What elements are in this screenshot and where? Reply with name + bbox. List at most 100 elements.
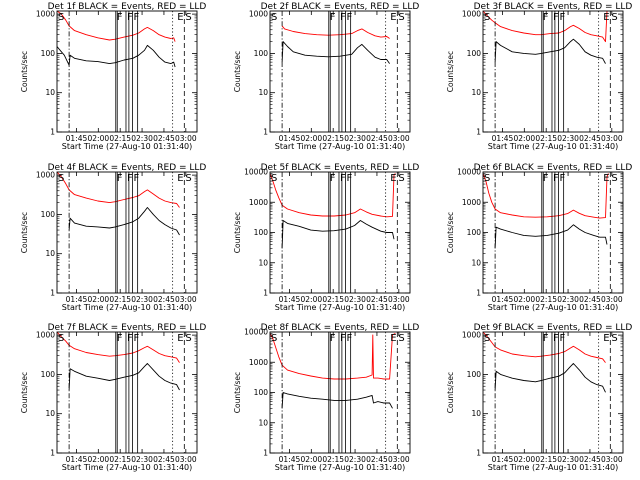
event-marker-label: F (553, 173, 559, 184)
event-rate-line (68, 363, 180, 391)
x-tick-label: 01:45 (492, 295, 514, 304)
x-tick-label: 02:45 (366, 455, 388, 464)
x-tick-label: 03:00 (388, 455, 410, 464)
y-tick-label: 100 (467, 228, 482, 237)
plot-frame (269, 10, 411, 133)
event-marker-label: S (611, 173, 617, 184)
panel-title: Det 5f BLACK = Events, RED = LLD (261, 163, 420, 173)
x-tick-label: 02:30 (557, 295, 579, 304)
panel-title: Det 9f BLACK = Events, RED = LLD (474, 323, 633, 333)
y-tick-label: 1 (476, 128, 481, 137)
y-tick-label: 10 (258, 418, 268, 427)
lld-rate-line (57, 332, 180, 363)
y-axis-label: Counts/sec (20, 372, 29, 413)
event-marker-label: S (271, 173, 277, 184)
x-tick-label: 02:30 (131, 134, 153, 143)
event-marker-label: S (611, 333, 617, 344)
event-marker-label: F (347, 333, 353, 344)
event-marker-label: F (340, 333, 346, 344)
x-tick-label: 01:45 (66, 455, 88, 464)
x-tick-label: 02:15 (109, 134, 131, 143)
x-tick-label: 03:00 (388, 295, 410, 304)
x-tick-label: 01:45 (279, 455, 301, 464)
event-marker-label: F (117, 173, 123, 184)
y-tick-label: 10 (471, 409, 481, 418)
y-tick-label: 1000 (36, 10, 55, 19)
lld-rate-line (57, 172, 180, 208)
y-tick-label: 1 (50, 449, 55, 458)
y-tick-label: 10 (471, 88, 481, 97)
series-group (483, 173, 609, 249)
x-tick-label: 02:45 (153, 295, 175, 304)
x-tick-label: 02:30 (344, 455, 366, 464)
y-tick-label: 1000 (249, 10, 268, 19)
event-marker-label: F (347, 12, 353, 23)
y-tick-label: 1 (50, 128, 55, 137)
panel-title: Det 1f BLACK = Events, RED = LLD (48, 2, 207, 12)
y-tick-label: 10 (45, 88, 55, 97)
x-tick-label: 02:15 (322, 134, 344, 143)
event-marker-label: S (185, 173, 191, 184)
y-axis-label: Counts/sec (20, 212, 29, 253)
x-tick-label: 02:15 (109, 455, 131, 464)
y-tick-label: 100 (254, 228, 269, 237)
x-tick-label: 02:45 (153, 455, 175, 464)
x-tick-label: 02:15 (322, 455, 344, 464)
event-marker-label: F (127, 12, 133, 23)
x-tick-label: 02:00 (514, 134, 536, 143)
y-axis-label: Counts/sec (233, 372, 242, 413)
y-axis-label: Counts/sec (446, 51, 455, 92)
x-tick-label: 02:15 (535, 134, 557, 143)
panel-title: Det 8f BLACK = Events, RED = LLD (261, 323, 420, 333)
event-marker-label: F (553, 333, 559, 344)
x-tick-label: 03:00 (175, 455, 197, 464)
event-marker-label: E (177, 333, 183, 344)
x-axis-label: Start Time (27-Aug-10 01:31:40) (488, 303, 619, 312)
x-tick-label: 03:00 (601, 295, 623, 304)
event-marker-label: S (398, 173, 404, 184)
y-tick-label: 100 (41, 210, 56, 219)
x-tick-label: 02:45 (153, 134, 175, 143)
plot-frame (56, 10, 198, 133)
x-axis-label: Start Time (27-Aug-10 01:31:40) (62, 463, 193, 472)
y-tick-label: 100 (41, 49, 56, 58)
panel-title: Det 3f BLACK = Events, RED = LLD (474, 2, 633, 12)
event-marker-label: S (398, 12, 404, 23)
panel-title: Det 6f BLACK = Events, RED = LLD (474, 163, 633, 173)
y-tick-label: 10000 (244, 168, 268, 177)
panel-title: Det 4f BLACK = Events, RED = LLD (48, 163, 207, 173)
event-marker-label: F (127, 173, 133, 184)
y-tick-label: 100 (254, 388, 269, 397)
y-axis-label: Counts/sec (446, 212, 455, 253)
event-marker-label: F (330, 173, 336, 184)
y-tick-label: 1 (476, 289, 481, 298)
y-tick-label: 100 (467, 370, 482, 379)
event-marker-label: S (484, 173, 490, 184)
x-axis-label: Start Time (27-Aug-10 01:31:40) (275, 142, 406, 151)
x-tick-label: 02:15 (535, 455, 557, 464)
plot-frame (56, 331, 198, 454)
y-tick-label: 10 (45, 249, 55, 258)
x-tick-label: 02:45 (579, 134, 601, 143)
event-rate-line (68, 207, 180, 236)
plot-frame (482, 331, 624, 454)
lld-rate-line (57, 11, 176, 42)
y-tick-label: 100 (254, 49, 269, 58)
event-rate-line (494, 38, 606, 64)
y-tick-label: 1 (263, 449, 268, 458)
panel-title: Det 7f BLACK = Events, RED = LLD (48, 323, 207, 333)
x-tick-label: 02:45 (579, 295, 601, 304)
y-tick-label: 100 (467, 49, 482, 58)
plot-frame (482, 10, 624, 133)
event-marker-label: S (58, 173, 64, 184)
event-marker-label: F (560, 173, 566, 184)
x-tick-label: 02:15 (109, 295, 131, 304)
x-tick-label: 02:30 (557, 455, 579, 464)
y-tick-label: 10 (258, 258, 268, 267)
x-tick-label: 02:45 (579, 455, 601, 464)
y-tick-label: 10000 (244, 328, 268, 337)
